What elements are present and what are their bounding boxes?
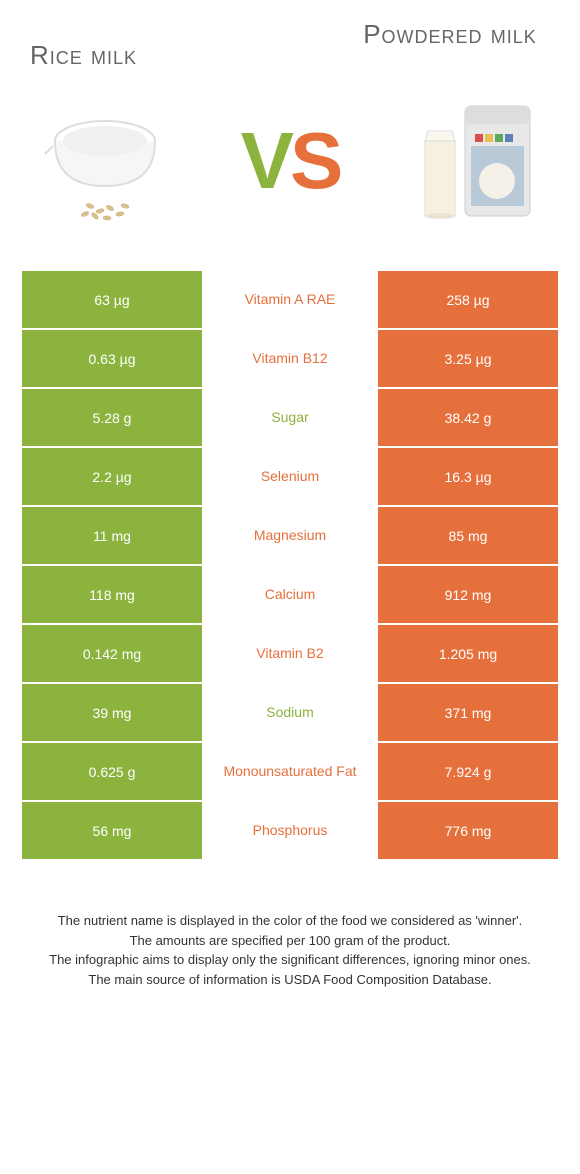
right-value: 258 µg [378, 271, 558, 328]
table-row: 0.142 mgVitamin B21.205 mg [22, 625, 558, 682]
nutrient-name: Magnesium [202, 507, 378, 564]
nutrient-name: Vitamin B2 [202, 625, 378, 682]
right-title: Powdered milk [350, 20, 550, 49]
left-value: 63 µg [22, 271, 202, 328]
nutrient-name: Vitamin B12 [202, 330, 378, 387]
vs-s: S [290, 115, 339, 207]
right-value: 776 mg [378, 802, 558, 859]
rice-milk-image [30, 81, 190, 241]
table-row: 0.63 µgVitamin B123.25 µg [22, 330, 558, 387]
table-row: 0.625 gMonounsaturated Fat7.924 g [22, 743, 558, 800]
nutrient-name: Monounsaturated Fat [202, 743, 378, 800]
right-value: 3.25 µg [378, 330, 558, 387]
right-value: 1.205 mg [378, 625, 558, 682]
nutrient-name: Calcium [202, 566, 378, 623]
nutrient-name: Phosphorus [202, 802, 378, 859]
table-row: 39 mgSodium371 mg [22, 684, 558, 741]
right-value: 85 mg [378, 507, 558, 564]
vs-label: VS [241, 115, 340, 207]
powdered-milk-image [390, 81, 550, 241]
nutrient-name: Sodium [202, 684, 378, 741]
left-value: 5.28 g [22, 389, 202, 446]
left-value: 2.2 µg [22, 448, 202, 505]
footer-notes: The nutrient name is displayed in the co… [0, 861, 580, 989]
left-value: 0.142 mg [22, 625, 202, 682]
right-value: 7.924 g [378, 743, 558, 800]
table-row: 63 µgVitamin A RAE258 µg [22, 271, 558, 328]
left-value: 39 mg [22, 684, 202, 741]
table-row: 11 mgMagnesium85 mg [22, 507, 558, 564]
left-value: 0.625 g [22, 743, 202, 800]
table-row: 118 mgCalcium912 mg [22, 566, 558, 623]
image-row: VS [0, 71, 580, 271]
footer-line-1: The nutrient name is displayed in the co… [40, 911, 540, 931]
comparison-table: 63 µgVitamin A RAE258 µg0.63 µgVitamin B… [0, 271, 580, 859]
right-value: 38.42 g [378, 389, 558, 446]
left-title: Rice milk [30, 20, 137, 71]
left-value: 11 mg [22, 507, 202, 564]
right-value: 371 mg [378, 684, 558, 741]
table-row: 56 mgPhosphorus776 mg [22, 802, 558, 859]
nutrient-name: Sugar [202, 389, 378, 446]
footer-line-2: The amounts are specified per 100 gram o… [40, 931, 540, 951]
right-value: 16.3 µg [378, 448, 558, 505]
right-value: 912 mg [378, 566, 558, 623]
footer-line-3: The infographic aims to display only the… [40, 950, 540, 970]
vs-v: V [241, 115, 290, 207]
left-value: 118 mg [22, 566, 202, 623]
left-value: 56 mg [22, 802, 202, 859]
nutrient-name: Vitamin A RAE [202, 271, 378, 328]
nutrient-name: Selenium [202, 448, 378, 505]
table-row: 5.28 gSugar38.42 g [22, 389, 558, 446]
left-value: 0.63 µg [22, 330, 202, 387]
footer-line-4: The main source of information is USDA F… [40, 970, 540, 990]
table-row: 2.2 µgSelenium16.3 µg [22, 448, 558, 505]
